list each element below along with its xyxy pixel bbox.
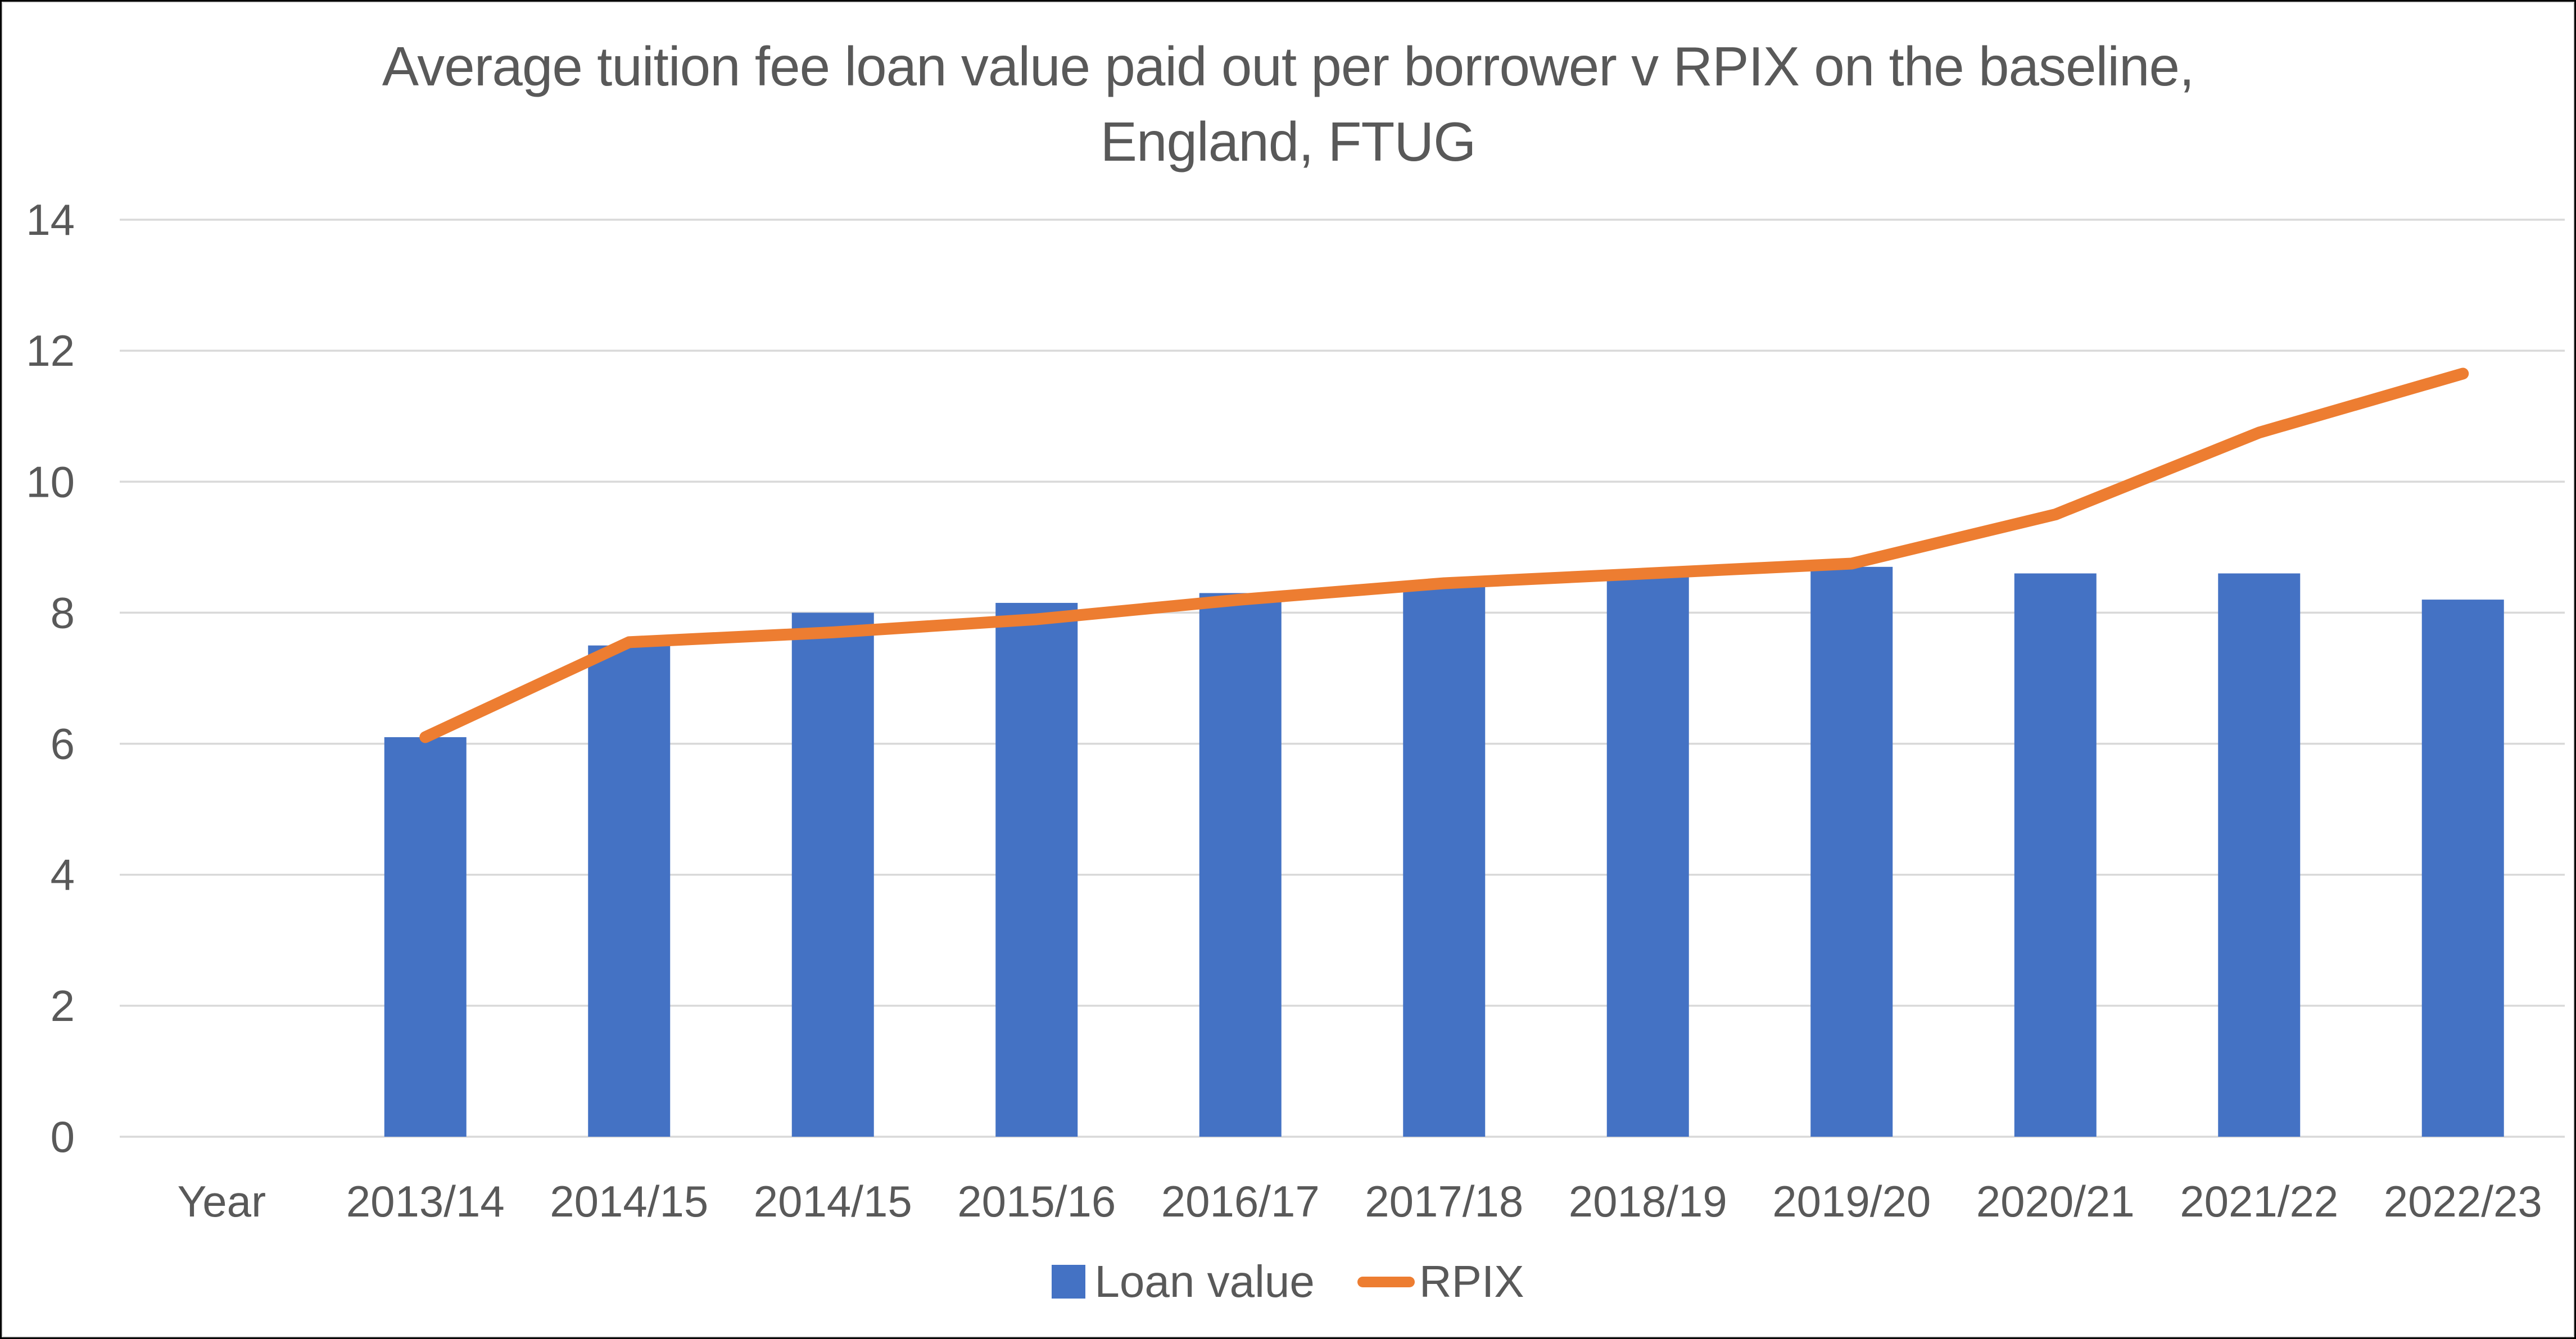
y-axis-tick-label: 2 [51, 981, 75, 1031]
x-axis-tick-label: Year [177, 1177, 266, 1226]
y-axis-tick-label: 10 [26, 457, 75, 506]
x-axis-tick-label: 2020/21 [1976, 1177, 2135, 1226]
loan-value-bar [1810, 566, 1893, 1137]
legend-label-loan-value: Loan value [1094, 1256, 1315, 1306]
rpix-line-swatch-icon [1357, 1276, 1415, 1287]
rpix-line [419, 367, 2469, 743]
loan-value-bar [2014, 573, 2097, 1137]
y-axis-tick-label: 12 [26, 326, 75, 375]
chart-title: Average tuition fee loan value paid out … [2, 29, 2574, 179]
loan-value-bar [384, 737, 467, 1137]
x-axis-tick-label: 2022/23 [2384, 1177, 2542, 1226]
legend: Loan value RPIX [2, 1256, 2574, 1308]
loan-value-bar [588, 645, 671, 1137]
loan-value-bar [2218, 573, 2301, 1137]
x-axis-tick-label: 2015/16 [957, 1177, 1116, 1226]
x-axis-tick-label: 2019/20 [1772, 1177, 1931, 1226]
loan-value-bar [1199, 593, 1282, 1137]
y-axis-tick-label: 8 [51, 588, 75, 637]
x-axis-tick-label: 2021/22 [2180, 1177, 2338, 1226]
x-axis-tick-label: 2018/19 [1569, 1177, 1727, 1226]
loan-value-bar [791, 612, 874, 1137]
y-axis-tick-label: 0 [51, 1112, 75, 1161]
x-axis-tick-label: 2013/14 [346, 1177, 505, 1226]
x-axis-tick-label: 2014/15 [550, 1177, 708, 1226]
chart-title-line1: Average tuition fee loan value paid out … [382, 35, 2195, 97]
y-axis-tick-label: 6 [51, 719, 75, 769]
x-axis-tick-label: 2016/17 [1161, 1177, 1320, 1226]
loan-value-bar [1403, 586, 1486, 1137]
loan-value-swatch-icon [1052, 1265, 1086, 1299]
chart-title-line2: England, FTUG [1100, 111, 1477, 173]
loan-value-bar [995, 602, 1078, 1137]
y-axis-tick-label: 14 [26, 195, 75, 244]
legend-label-rpix: RPIX [1419, 1256, 1524, 1306]
x-axis-tick-label: 2014/15 [754, 1177, 912, 1226]
y-axis-tick-label: 4 [51, 850, 75, 900]
x-axis-tick-label: 2017/18 [1365, 1177, 1523, 1226]
loan-value-bar [1606, 577, 1689, 1137]
loan-value-bar [2421, 600, 2504, 1137]
